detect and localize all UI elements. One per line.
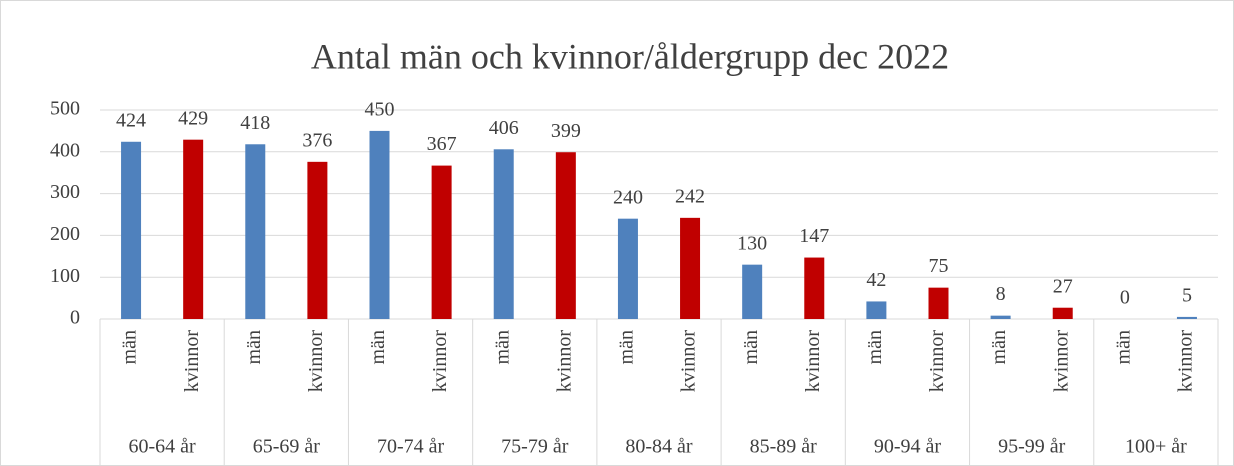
x-tick-label: män xyxy=(988,330,1010,364)
bar xyxy=(369,130,390,319)
x-tick-label: män xyxy=(616,330,638,364)
group-label: 95-99 år xyxy=(998,436,1066,458)
group-label: 85-89 år xyxy=(750,436,818,458)
bar xyxy=(1176,316,1197,319)
bar xyxy=(804,257,825,319)
bar xyxy=(742,264,763,319)
x-tick-label: kvinnor xyxy=(802,330,824,393)
bar xyxy=(990,315,1011,319)
value-label: 450 xyxy=(365,98,395,120)
group-label: 75-79 år xyxy=(501,436,569,458)
value-label: 27 xyxy=(1053,275,1073,297)
value-label: 367 xyxy=(427,133,457,155)
value-label: 376 xyxy=(302,129,332,151)
x-tick-label: män xyxy=(864,330,886,364)
y-tick-label: 300 xyxy=(50,181,80,203)
x-tick-label: män xyxy=(1112,330,1134,364)
value-label: 429 xyxy=(178,107,208,129)
value-label: 418 xyxy=(240,112,270,134)
group-label: 60-64 år xyxy=(129,436,197,458)
y-tick-label: 0 xyxy=(70,307,80,329)
group-label: 80-84 år xyxy=(625,436,693,458)
bar xyxy=(928,287,949,319)
value-label: 242 xyxy=(675,185,705,207)
bar xyxy=(866,301,887,319)
x-tick-label: män xyxy=(243,330,265,364)
bar xyxy=(431,165,452,319)
group-label: 70-74 år xyxy=(377,436,445,458)
x-tick-label: kvinnor xyxy=(1175,330,1197,393)
x-tick-label: kvinnor xyxy=(305,330,327,393)
value-label: 147 xyxy=(799,225,829,247)
bar xyxy=(617,218,638,319)
y-tick-label: 100 xyxy=(50,265,80,287)
value-label: 240 xyxy=(613,186,643,208)
group-label: 90-94 år xyxy=(874,436,942,458)
bar xyxy=(1052,307,1073,319)
x-tick-label: män xyxy=(740,330,762,364)
bar xyxy=(183,139,204,319)
x-tick-label: män xyxy=(367,330,389,364)
group-label: 65-69 år xyxy=(253,436,321,458)
bar xyxy=(245,144,266,319)
bar xyxy=(121,141,142,319)
x-tick-label: kvinnor xyxy=(181,330,203,393)
value-label: 42 xyxy=(866,269,886,291)
bar xyxy=(680,217,701,319)
value-label: 75 xyxy=(929,255,949,277)
x-tick-label: män xyxy=(491,330,513,364)
value-label: 8 xyxy=(996,283,1006,305)
value-label: 5 xyxy=(1182,285,1192,307)
x-tick-label: kvinnor xyxy=(429,330,451,393)
bar xyxy=(493,149,514,319)
group-label: 100+ år xyxy=(1125,436,1187,458)
value-label: 424 xyxy=(116,109,146,131)
value-label: 0 xyxy=(1120,287,1130,309)
value-label: 406 xyxy=(489,117,519,139)
y-tick-label: 200 xyxy=(50,223,80,245)
x-tick-label: kvinnor xyxy=(1050,330,1072,393)
y-tick-label: 400 xyxy=(50,139,80,161)
x-tick-label: män xyxy=(119,330,141,364)
x-tick-label: kvinnor xyxy=(553,330,575,393)
x-tick-label: kvinnor xyxy=(678,330,700,393)
chart-title: Antal män och kvinnor/åldergrupp dec 202… xyxy=(311,36,949,76)
x-tick-label: kvinnor xyxy=(926,330,948,393)
bar xyxy=(555,152,576,319)
y-tick-label: 500 xyxy=(50,98,80,120)
bar xyxy=(307,161,328,319)
value-label: 399 xyxy=(551,120,581,142)
value-label: 130 xyxy=(737,232,767,254)
